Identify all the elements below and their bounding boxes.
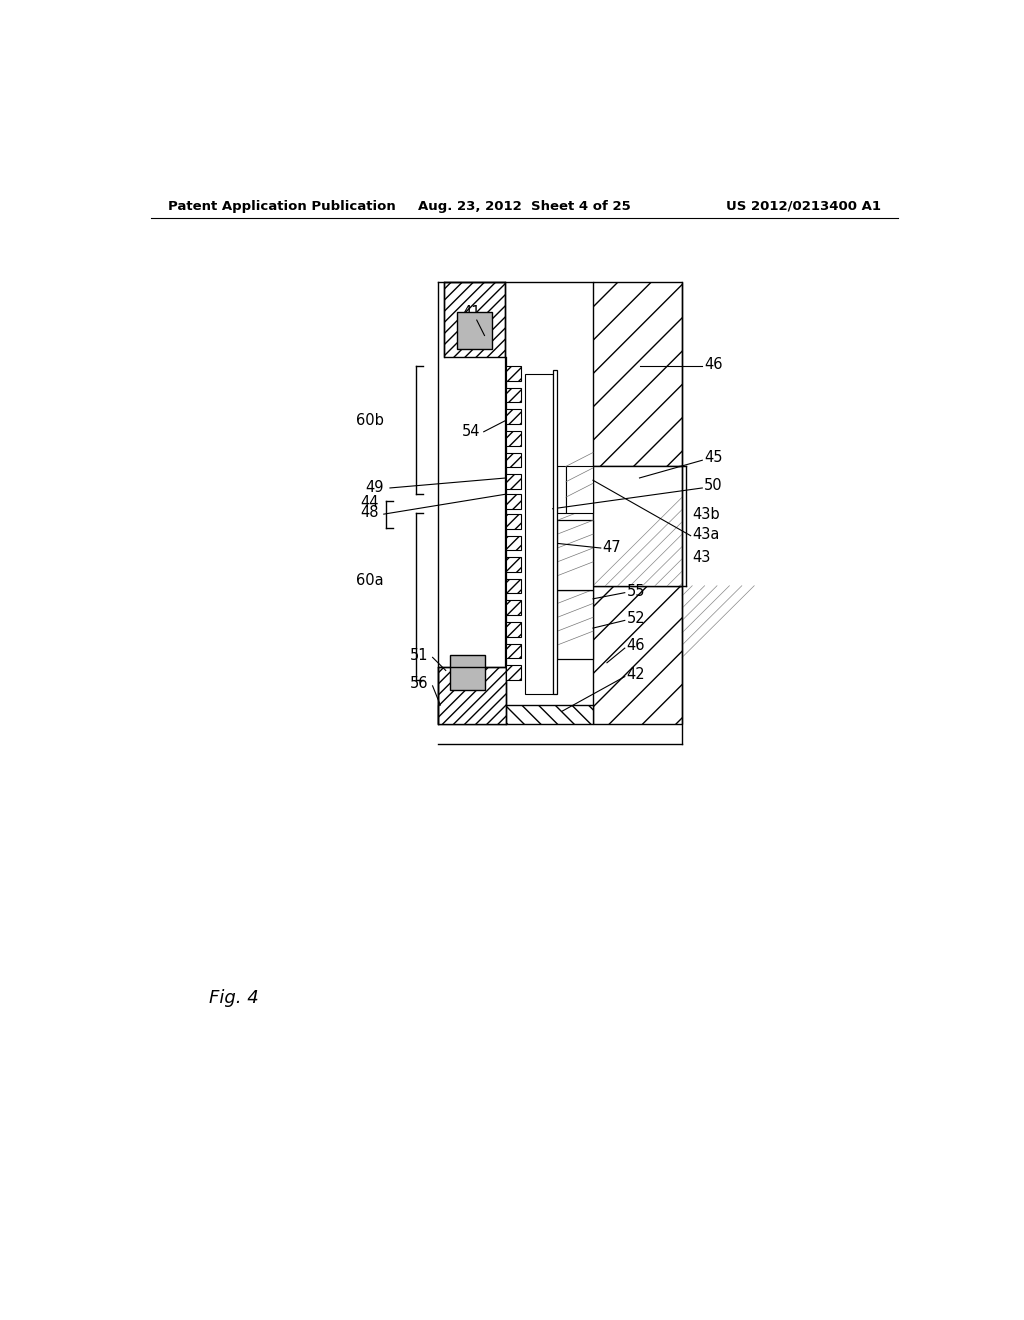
Text: 44: 44 — [359, 495, 378, 510]
Bar — [593, 466, 682, 586]
Bar — [557, 520, 593, 590]
Bar — [438, 705, 593, 725]
Bar — [506, 622, 521, 636]
Text: Aug. 23, 2012  Sheet 4 of 25: Aug. 23, 2012 Sheet 4 of 25 — [419, 199, 631, 213]
Text: 56: 56 — [411, 676, 429, 692]
Bar — [457, 313, 493, 350]
Text: 48: 48 — [359, 506, 378, 520]
Bar — [524, 374, 553, 693]
Text: 52: 52 — [627, 611, 645, 627]
Text: 42: 42 — [627, 667, 645, 682]
Text: US 2012/0213400 A1: US 2012/0213400 A1 — [726, 199, 882, 213]
Bar — [506, 388, 521, 403]
Text: Patent Application Publication: Patent Application Publication — [168, 199, 396, 213]
Text: 49: 49 — [366, 480, 384, 495]
Bar — [506, 578, 521, 594]
Text: 55: 55 — [627, 583, 645, 599]
Text: 45: 45 — [703, 450, 722, 465]
Text: 50: 50 — [703, 478, 723, 494]
Bar — [593, 586, 682, 725]
Bar — [506, 409, 521, 424]
Bar — [438, 667, 506, 725]
Bar — [593, 281, 682, 466]
Text: 43: 43 — [692, 549, 711, 565]
Bar — [506, 432, 521, 446]
Bar — [450, 655, 485, 689]
Text: Fig. 4: Fig. 4 — [209, 989, 259, 1007]
Bar — [553, 370, 557, 693]
Bar — [557, 590, 593, 659]
Bar — [506, 644, 521, 659]
Bar — [566, 466, 593, 512]
Text: 43a: 43a — [692, 527, 720, 541]
Bar — [506, 453, 521, 467]
Text: 46: 46 — [627, 639, 645, 653]
Text: 43b: 43b — [692, 507, 720, 521]
Bar — [506, 513, 521, 529]
Text: 60a: 60a — [356, 573, 384, 587]
Text: 46: 46 — [703, 358, 722, 372]
Bar — [557, 466, 566, 512]
Text: 54: 54 — [462, 424, 480, 440]
Text: 60b: 60b — [356, 413, 384, 428]
Bar — [506, 665, 521, 680]
Bar — [506, 601, 521, 615]
Bar — [506, 557, 521, 572]
Text: 51: 51 — [411, 648, 429, 663]
Bar — [506, 367, 521, 381]
Bar — [506, 494, 521, 508]
Text: 41: 41 — [463, 305, 481, 319]
Bar — [444, 281, 505, 358]
Bar — [506, 474, 521, 488]
Text: 47: 47 — [602, 540, 621, 554]
Bar — [506, 536, 521, 550]
